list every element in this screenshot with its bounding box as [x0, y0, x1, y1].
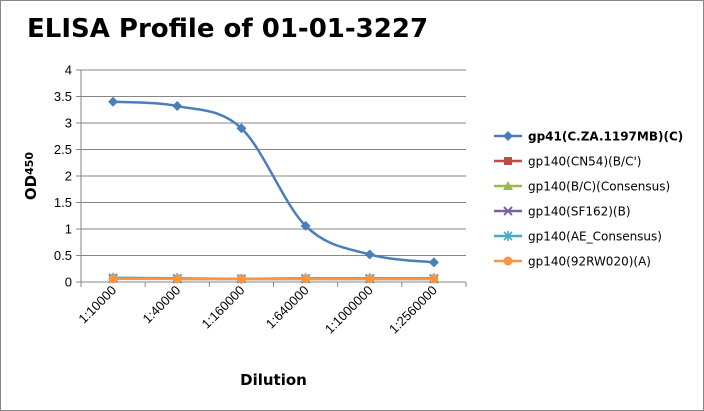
legend-swatch-marker — [503, 231, 513, 241]
x-axis-title: Dilution — [240, 371, 307, 389]
y-axis-title: OD450 — [22, 152, 40, 201]
legend-label: gp140(AE_Consensus) — [528, 230, 662, 244]
y-axis-title-main: OD — [22, 175, 40, 200]
data-point — [236, 123, 247, 134]
data-point — [428, 257, 439, 268]
x-tick-label: 1:1000000 — [322, 283, 376, 337]
x-tick-label: 1:160000 — [199, 283, 248, 332]
data-point — [108, 274, 118, 284]
data-point — [108, 96, 119, 107]
data-point — [172, 101, 183, 112]
legend-label: gp140(B/C)(Consensus) — [528, 180, 670, 194]
x-tick-label: 1:10000 — [75, 283, 119, 327]
y-tick-label: 2 — [65, 169, 72, 184]
y-tick-label: 1 — [65, 222, 72, 237]
data-point — [365, 274, 375, 284]
y-tick-label: 0 — [65, 275, 72, 290]
legend-swatch-marker — [503, 131, 513, 141]
legend-label: gp140(CN54)(B/C') — [528, 155, 641, 169]
legend-swatch-marker — [503, 206, 513, 216]
x-tick-label: 1:2560000 — [386, 283, 440, 337]
x-tick-label: 1:40000 — [140, 283, 184, 327]
y-tick-label: 1.5 — [54, 195, 72, 210]
y-tick-label: 3 — [65, 116, 72, 131]
y-tick-label: 4 — [65, 63, 72, 78]
chart-legend: gp41(C.ZA.1197MB)(C) gp140(CN54)(B/C') gp1… — [494, 130, 683, 269]
legend-swatch-marker — [503, 181, 513, 190]
legend-label: gp140(92RW020)(A) — [528, 255, 651, 269]
data-point — [364, 249, 375, 260]
x-tick-label: 1:640000 — [263, 283, 312, 332]
chart-title: ELISA Profile of 01-01-3227 — [27, 14, 429, 44]
legend-swatch-marker — [503, 256, 513, 266]
y-tick-label: 2.5 — [54, 142, 72, 157]
data-point — [301, 274, 311, 284]
data-point — [300, 220, 311, 231]
series-line — [113, 100, 435, 264]
legend-label: gp140(SF162)(B) — [528, 205, 631, 219]
y-tick-label: 0.5 — [54, 248, 72, 263]
y-tick-label: 3.5 — [54, 89, 72, 104]
legend-label: gp41(C.ZA.1197MB)(C) — [528, 130, 683, 144]
legend-swatch-marker — [504, 157, 512, 165]
data-point — [429, 274, 439, 284]
data-point — [172, 274, 182, 284]
y-axis-title-subscript: 450 — [23, 152, 36, 175]
data-point — [236, 274, 246, 284]
